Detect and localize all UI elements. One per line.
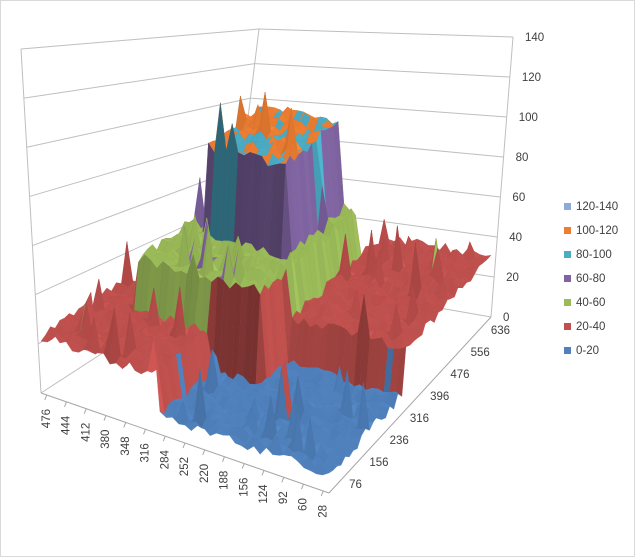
x-tick-mark (162, 435, 166, 442)
x-tick-label: 92 (278, 491, 290, 504)
legend-swatch (564, 299, 571, 306)
surface-patch (322, 470, 334, 476)
x-axis-ticks: 476 444 412 380 348 316 284 252 220 188 156 124 92 60… (41, 394, 329, 518)
x-tick-mark (320, 490, 324, 497)
y-tick-label: 316 (410, 413, 429, 425)
x-tick-mark (222, 456, 225, 462)
z-tick-label: 120 (522, 72, 541, 84)
x-tick-label: 412 (80, 423, 92, 442)
legend-label: 40-60 (576, 297, 605, 309)
x-tick-mark (64, 401, 67, 408)
y-tick-label: 476 (450, 369, 469, 381)
z-tick-label: 0 (503, 312, 509, 324)
x-tick-label: 188 (219, 471, 231, 490)
z-tick-label: 80 (516, 152, 529, 164)
x-tick-mark (301, 483, 304, 490)
z-tick-label: 140 (525, 32, 544, 44)
x-tick-mark (143, 429, 146, 435)
y-axis-line (328, 316, 492, 494)
x-tick-label: 28 (317, 505, 329, 518)
z-tick-label: 40 (509, 232, 522, 244)
z-axis-ticks: 0 20 40 60 80 100 120 140 (503, 32, 544, 324)
legend-label: 80-100 (576, 249, 612, 261)
x-tick-mark (182, 442, 186, 449)
y-tick-label: 236 (390, 435, 409, 447)
y-tick-label: 556 (471, 347, 490, 359)
x-tick-mark (83, 408, 87, 414)
wall-edge (490, 36, 514, 318)
legend-swatch (564, 227, 571, 234)
legend-label: 60-80 (576, 273, 605, 285)
legend-swatch (564, 275, 571, 282)
x-tick-label: 252 (179, 457, 191, 476)
legend-label: 100-120 (576, 225, 618, 237)
surface-plot (40, 91, 492, 476)
legend-label: 120-140 (576, 201, 618, 213)
x-tick-label: 444 (61, 415, 73, 435)
legend-swatch (564, 347, 571, 354)
wall-edge (20, 48, 42, 394)
legend-swatch (564, 251, 571, 258)
legend-label: 20-40 (576, 321, 605, 333)
gridline (23, 63, 510, 99)
z-tick-label: 60 (512, 192, 525, 204)
x-tick-label: 220 (199, 464, 211, 483)
y-tick-label: 76 (349, 479, 362, 491)
x-tick-label: 316 (140, 443, 152, 462)
legend: 120-140 100-120 80-100 60-80 40-60 20-40 0-20 (564, 201, 618, 357)
z-tick-label: 20 (506, 272, 519, 284)
x-tick-mark (202, 449, 206, 456)
x-tick-label: 348 (120, 436, 132, 455)
gridline (20, 28, 514, 50)
x-tick-mark (261, 470, 265, 476)
x-tick-label: 380 (100, 430, 112, 449)
x-tick-label: 156 (238, 478, 250, 497)
x-tick-label: 476 (41, 409, 53, 428)
x-tick-mark (44, 394, 48, 401)
x-tick-label: 60 (298, 498, 310, 511)
legend-swatch (564, 323, 571, 330)
x-tick-label: 284 (159, 450, 171, 470)
x-tick-mark (123, 422, 127, 428)
x-tick-mark (281, 477, 285, 483)
x-tick-mark (103, 415, 107, 421)
y-tick-label: 396 (430, 391, 449, 403)
legend-swatch (564, 203, 571, 210)
x-tick-label: 124 (258, 484, 270, 504)
x-tick-mark (241, 463, 245, 469)
legend-label: 0-20 (576, 345, 599, 357)
y-tick-label: 156 (369, 457, 388, 469)
z-tick-label: 100 (519, 112, 538, 124)
y-tick-label: 636 (491, 325, 510, 337)
